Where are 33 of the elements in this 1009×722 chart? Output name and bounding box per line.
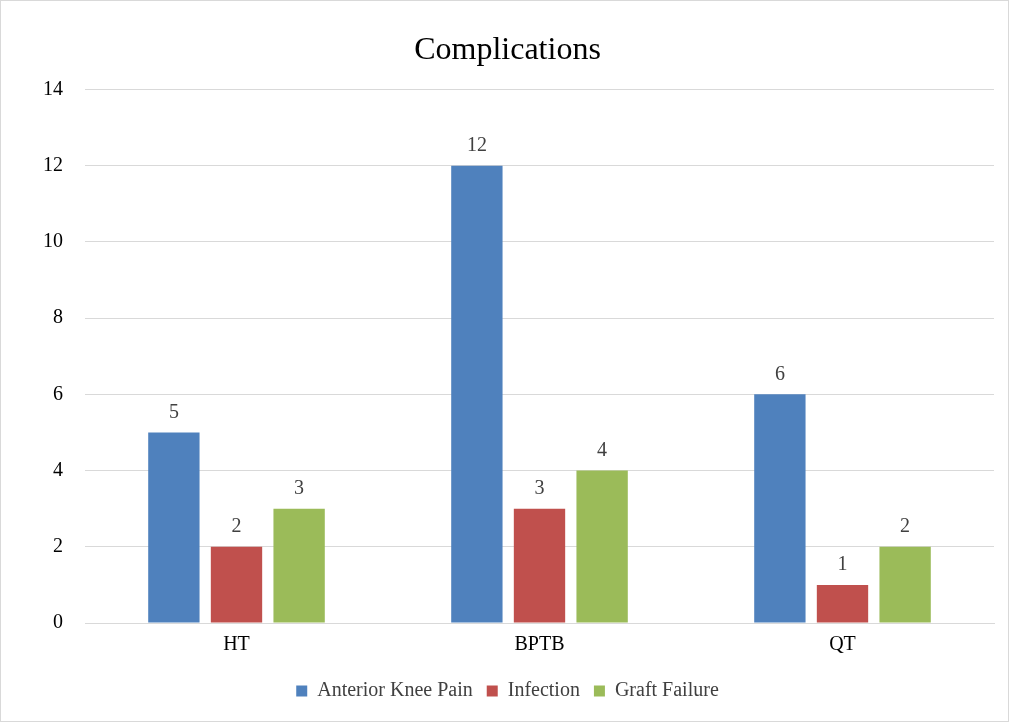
bar bbox=[273, 508, 325, 623]
x-tick-label: HT bbox=[223, 632, 250, 655]
bar bbox=[451, 165, 503, 623]
data-label: 3 bbox=[534, 475, 545, 498]
bar bbox=[148, 432, 200, 623]
data-label: 5 bbox=[168, 399, 179, 422]
bar bbox=[210, 546, 263, 623]
bar bbox=[754, 394, 806, 623]
data-label: 12 bbox=[466, 132, 487, 155]
y-tick-label: 14 bbox=[43, 76, 63, 99]
y-tick-label: 12 bbox=[43, 152, 63, 175]
data-label: 3 bbox=[294, 475, 305, 498]
y-tick-label: 6 bbox=[53, 381, 63, 404]
y-tick-label: 4 bbox=[53, 457, 63, 480]
data-label: 2 bbox=[900, 514, 911, 537]
y-tick-label: 10 bbox=[43, 229, 63, 252]
bar bbox=[816, 584, 869, 623]
legend-label: Anterior Knee Pain bbox=[317, 678, 473, 701]
legend-label: Infection bbox=[507, 678, 580, 701]
bar bbox=[879, 546, 931, 623]
x-tick-label: BPTB bbox=[514, 632, 565, 655]
data-label: 2 bbox=[231, 514, 242, 537]
y-tick-label: 2 bbox=[53, 534, 63, 557]
chart-title: Complications bbox=[414, 29, 601, 66]
y-tick-label: 8 bbox=[53, 305, 63, 328]
data-label: 6 bbox=[774, 361, 785, 384]
legend-label: Graft Failure bbox=[614, 678, 719, 701]
bar bbox=[576, 470, 628, 623]
x-tick-label: QT bbox=[829, 632, 856, 655]
y-tick-label: 0 bbox=[53, 610, 63, 633]
data-label: 4 bbox=[597, 437, 608, 460]
bar bbox=[513, 508, 566, 623]
data-label: 1 bbox=[837, 552, 848, 575]
